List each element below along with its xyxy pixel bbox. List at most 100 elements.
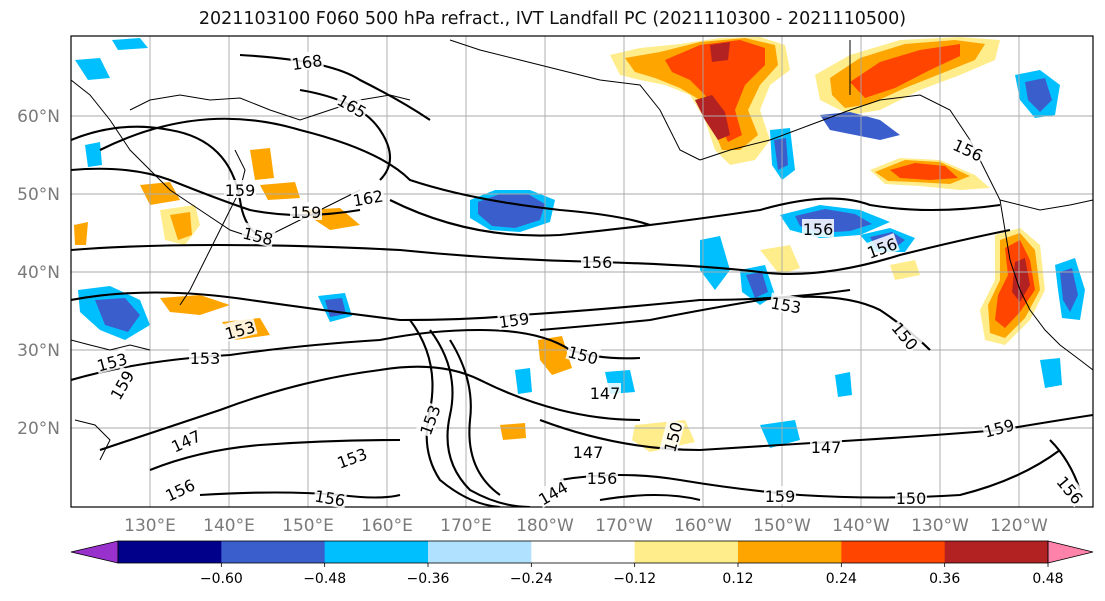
contour-label-text: 150 xyxy=(896,489,927,508)
contour-label-text: 159 xyxy=(765,487,796,506)
shade-alaska-dark2 xyxy=(710,42,730,62)
colorbar-segment xyxy=(738,541,842,563)
colorbar-segment xyxy=(221,541,326,563)
shade-trop-blue3 xyxy=(835,372,852,397)
contour-label: 156 xyxy=(802,219,834,239)
lon-tick-label: 170°W xyxy=(595,516,653,536)
shade-wpac-yel7 xyxy=(250,148,274,180)
shade-wpac-yel5 xyxy=(160,295,230,315)
refractivity-contours xyxy=(71,53,1093,507)
contour-label-text: 153 xyxy=(190,349,221,368)
shade-wpac-yel3 xyxy=(260,182,300,200)
longitude-labels: 130°E 140°E 150°E 160°E 170°E 180°W 170°W 160°W… xyxy=(124,516,1048,536)
shade-alaska-dark xyxy=(695,95,730,140)
contour-label-text: 159 xyxy=(225,181,256,200)
lon-tick-label: 140°W xyxy=(832,516,890,536)
contour-label: 156 xyxy=(312,485,348,511)
contour-147 xyxy=(99,365,641,451)
contour-label: 153 xyxy=(189,348,221,368)
colorbar-segment xyxy=(841,541,946,563)
contour-165 xyxy=(299,88,392,181)
contour-label: 159 xyxy=(764,486,796,506)
contour-168 xyxy=(239,53,431,121)
lon-tick-label: 140°E xyxy=(203,516,255,536)
shade-wpac-blue5 xyxy=(85,142,102,167)
colorbar-segment xyxy=(324,541,429,563)
contour-159d xyxy=(599,493,701,502)
map-panel xyxy=(71,36,1093,507)
colorbar-arrow-left xyxy=(70,540,119,564)
contour-label: 159 xyxy=(224,180,256,200)
contour-147b xyxy=(539,413,1093,452)
colorbar-tick-label: −0.24 xyxy=(510,571,553,587)
coast-philippines xyxy=(74,419,111,461)
colorbar-tick-label: 0.24 xyxy=(826,571,857,587)
border-us-canada xyxy=(999,199,1093,211)
contour-label: 147 xyxy=(810,437,842,457)
colorbar-frame xyxy=(117,540,1049,564)
lat-tick-label: 20°N xyxy=(17,419,60,439)
contour-156b xyxy=(559,449,1061,499)
shade-calif-dark xyxy=(1012,258,1030,302)
coast-japan-kuriles xyxy=(179,149,246,306)
lon-tick-label: 170°E xyxy=(440,516,492,536)
contour-159b xyxy=(71,125,271,242)
lon-tick-label: 150°W xyxy=(753,516,811,536)
colorbar-tick-label: 0.36 xyxy=(929,571,960,587)
colorbar-segment xyxy=(634,541,739,563)
lon-tick-label: 120°W xyxy=(990,516,1048,536)
contour-label: 156 xyxy=(586,468,618,488)
contour-label: 159 xyxy=(496,307,531,332)
lon-tick-label: 130°W xyxy=(911,516,969,536)
shade-ak-blue4b xyxy=(774,138,788,170)
contour-153c xyxy=(149,438,401,471)
lat-tick-label: 40°N xyxy=(17,263,60,283)
shade-wpac-blue3 xyxy=(75,58,110,80)
colorbar-tick-label: −0.60 xyxy=(200,571,243,587)
shade-wpac-blue4 xyxy=(112,38,148,50)
contour-label-text: 147 xyxy=(590,384,621,403)
shade-trop-blue1 xyxy=(515,368,532,394)
coast-siberia xyxy=(129,94,411,121)
contour-label: 168 xyxy=(289,49,324,74)
lat-tick-label: 60°N xyxy=(17,107,60,127)
colorbar-tick-label: 0.12 xyxy=(722,571,753,587)
shade-epac-blue4b xyxy=(746,272,768,298)
graticule-grid xyxy=(71,36,1093,507)
contour-tight3 xyxy=(449,339,501,496)
contour-158 xyxy=(389,197,1001,237)
lon-tick-label: 180°W xyxy=(516,516,574,536)
contour-label-text: 159 xyxy=(291,203,322,222)
shade-wpac-or2 xyxy=(170,212,192,240)
shade-epac-yel2 xyxy=(890,260,920,280)
lon-tick-label: 130°E xyxy=(124,516,176,536)
contour-label: 150 xyxy=(895,488,927,508)
colorbar-arrow-right xyxy=(1047,540,1094,564)
colorbar-tick-label: −0.12 xyxy=(613,571,656,587)
shade-ak-blue xyxy=(820,112,900,140)
contour-label-text: 147 xyxy=(811,438,842,457)
map-frame xyxy=(70,35,1094,508)
colorbar-tick-label: 0.48 xyxy=(1032,571,1063,587)
lat-tick-label: 50°N xyxy=(17,185,60,205)
coast-alaska-west xyxy=(449,39,701,161)
colorbar-segment xyxy=(428,541,532,563)
lon-tick-label: 160°E xyxy=(361,516,413,536)
colorbar-segment xyxy=(531,541,636,563)
contour-label-text: 156 xyxy=(803,220,834,239)
contour-label: 156 xyxy=(581,252,613,272)
shade-epac-blue3 xyxy=(700,236,730,290)
contour-tight1 xyxy=(409,319,501,507)
shade-trop-blue5 xyxy=(760,420,800,448)
coast-north-america xyxy=(699,94,1093,371)
shade-alaska-red xyxy=(665,40,765,142)
contour-label-text: 168 xyxy=(291,51,324,74)
shade-wpac-yel8 xyxy=(74,222,88,245)
colorbar-tick-label: −0.48 xyxy=(303,571,346,587)
contour-tight2 xyxy=(429,329,531,507)
shade-pnw-red xyxy=(890,163,958,180)
contour-162 xyxy=(99,117,651,226)
shade-sw-blue2 xyxy=(1060,268,1078,312)
colorbar: −0.60 −0.48 −0.36 −0.24 −0.12 0.12 0.24 0.36 0.4… xyxy=(70,540,1094,587)
lat-tick-label: 30°N xyxy=(17,341,60,361)
